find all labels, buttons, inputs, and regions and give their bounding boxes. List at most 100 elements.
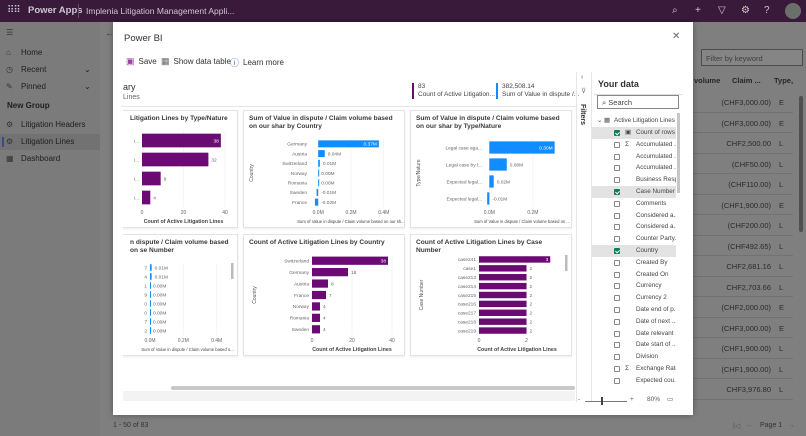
save-button[interactable]: ▣ Save	[126, 56, 157, 67]
zoom-slider-track[interactable]	[585, 401, 627, 402]
app-title[interactable]: Implenia Litigation Management Appli...	[86, 6, 235, 16]
close-icon[interactable]: ✕	[672, 31, 681, 42]
zoom-out-button[interactable]: -	[578, 396, 581, 403]
table-row[interactable]: (CHF110.00) L	[693, 174, 793, 195]
field-item[interactable]: Currency	[592, 280, 676, 292]
field-item[interactable]: Expected cou...	[592, 375, 676, 387]
learn-more-button[interactable]: ⓘ Learn more	[230, 56, 284, 69]
waffle-icon[interactable]: ⠿⠿	[7, 5, 21, 16]
sidebar-item-recent[interactable]: ◷ Recent ⌄	[0, 62, 100, 78]
field-checkbox[interactable]	[614, 200, 620, 207]
field-item[interactable]: Σ Accumulated ...	[592, 139, 676, 151]
field-checkbox[interactable]	[614, 153, 620, 160]
zoom-in-button[interactable]: +	[630, 396, 634, 403]
field-item[interactable]: Date of next ...	[592, 316, 676, 328]
field-item[interactable]: Business Resp...	[592, 174, 676, 186]
visual-card[interactable]: 0 20 40 Count of Active Litigation Lines Cou…	[243, 234, 405, 356]
field-item[interactable]: Created By	[592, 257, 676, 269]
grid-scrollbar[interactable]	[799, 96, 803, 232]
field-checkbox[interactable]	[614, 318, 620, 325]
avatar[interactable]	[785, 3, 801, 19]
table-row[interactable]: CHF2,500.00 L	[693, 133, 793, 154]
sidebar-item-home[interactable]: ⌂ Home	[0, 45, 100, 61]
table-row[interactable]: (CHF200.00) L	[693, 215, 793, 236]
zoom-slider-thumb[interactable]	[600, 397, 603, 405]
settings-icon[interactable]: ⚙	[741, 5, 750, 16]
field-checkbox[interactable]	[614, 141, 620, 148]
field-checkbox[interactable]	[614, 330, 620, 337]
collapse-icon[interactable]: ‹	[581, 74, 584, 81]
canvas-horizontal-scrollbar[interactable]	[171, 386, 575, 390]
column-header-volume[interactable]: volume	[694, 76, 721, 85]
table-row[interactable]: CHF3,976.80 L	[693, 379, 793, 400]
table-row[interactable]: CHF2,681.16 L	[693, 256, 793, 277]
field-item[interactable]: Country	[592, 245, 676, 257]
visual-card[interactable]: 0.0M 0.2M Sum of Value in dispute / Claim …	[410, 110, 572, 228]
column-header-claim[interactable]: Claim ...	[732, 76, 761, 85]
field-checkbox[interactable]	[614, 248, 620, 254]
field-checkbox[interactable]	[614, 307, 620, 313]
table-row[interactable]: (CHF3,000.00) E	[693, 113, 793, 133]
next-page-button[interactable]: →	[788, 422, 795, 429]
field-item[interactable]: Date end of p...	[592, 304, 676, 316]
field-item[interactable]: Created On	[592, 269, 676, 281]
field-checkbox[interactable]	[614, 354, 620, 361]
sidebar-item-litigation-lines[interactable]: ⚙ Litigation Lines	[0, 134, 100, 150]
sidebar-item-litigation-headers[interactable]: ⚙ Litigation Headers	[0, 117, 100, 133]
table-row[interactable]: (CHF1,900.00) E	[693, 195, 793, 215]
field-item[interactable]: Division	[592, 351, 676, 363]
visual-card[interactable]: 0.0M 0.2M 0.4M Sum of Value in dispute / Cl…	[123, 234, 238, 356]
field-item[interactable]: Accumulated ...	[592, 151, 676, 163]
field-checkbox[interactable]	[614, 236, 620, 243]
visual-card[interactable]: 0 2 Count of Active Litigation Lines Case N…	[410, 234, 572, 356]
field-item[interactable]: Considered a...	[592, 221, 676, 233]
field-checkbox[interactable]	[614, 283, 620, 290]
field-checkbox[interactable]	[614, 212, 620, 219]
field-item[interactable]: ▣ Count of rows	[592, 127, 676, 139]
visual-card[interactable]: 0 20 40 Count of Active Litigation Lines i..…	[123, 110, 238, 228]
table-row[interactable]: (CHF2,000.00) E	[693, 297, 793, 318]
field-checkbox[interactable]	[614, 165, 620, 172]
field-item[interactable]: Date relevant ...	[592, 328, 676, 340]
fit-to-page-icon[interactable]: ▭	[667, 396, 674, 403]
field-checkbox[interactable]	[614, 295, 620, 302]
first-page-button[interactable]: |◁	[733, 423, 741, 430]
table-row[interactable]: (CHF492.65) L	[693, 236, 793, 256]
search-icon[interactable]: ⌕	[672, 5, 678, 16]
sidebar-item-dashboard[interactable]: ▦ Dashboard	[0, 151, 100, 167]
field-checkbox[interactable]	[614, 224, 620, 231]
field-checkbox[interactable]	[614, 342, 620, 349]
back-arrow-icon[interactable]: ←	[105, 28, 114, 38]
table-row[interactable]: (CHF3,000.00) E	[693, 92, 793, 113]
field-item[interactable]: Currency 2	[592, 292, 676, 304]
table-row[interactable]: (CHF3,000.00) E	[693, 318, 793, 338]
field-item[interactable]: Σ Exchange Rate	[592, 363, 676, 375]
data-search-input[interactable]: ⌕ Search	[597, 95, 679, 109]
field-checkbox[interactable]	[614, 130, 620, 136]
field-checkbox[interactable]	[614, 377, 620, 384]
table-row[interactable]: (CHF1,900.00) L	[693, 338, 793, 359]
plus-icon[interactable]: +	[695, 5, 701, 16]
field-item[interactable]: Counter Party...	[592, 233, 676, 245]
field-item[interactable]: Considered a...	[592, 210, 676, 222]
previous-page-button[interactable]: ←	[746, 422, 753, 429]
fields-scrollbar[interactable]	[677, 113, 680, 193]
table-row[interactable]: (CHF1,900.00) L	[693, 359, 793, 379]
sidebar-item-pinned[interactable]: ✎ Pinned ⌄	[0, 79, 100, 95]
table-node-active-litigation-lines[interactable]: ⌄ ▦ Active Litigation Lines	[592, 115, 676, 127]
help-icon[interactable]: ?	[764, 5, 770, 16]
filter-by-keyword-input[interactable]: Filter by keyword	[701, 49, 803, 66]
field-checkbox[interactable]	[614, 189, 620, 195]
app-name[interactable]: Power Apps	[28, 5, 83, 16]
hamburger-menu-button[interactable]: ☰	[0, 25, 100, 41]
field-item[interactable]: Comments	[592, 198, 676, 210]
column-header-type[interactable]: Type,	[774, 76, 794, 85]
show-data-table-button[interactable]: ▦ Show data table	[161, 56, 231, 67]
table-row[interactable]: (CHF50.00) L	[693, 154, 793, 174]
field-item[interactable]: Case Number	[592, 186, 676, 198]
table-row[interactable]: CHF2,703.66 L	[693, 277, 793, 297]
filter-icon[interactable]: ▽	[718, 5, 726, 16]
visual-card[interactable]: 0.0M 0.2M 0.4M Sum of Value in dispute / Cl…	[243, 110, 405, 228]
field-checkbox[interactable]	[614, 259, 620, 266]
field-item[interactable]: Accumulated ...	[592, 162, 676, 174]
